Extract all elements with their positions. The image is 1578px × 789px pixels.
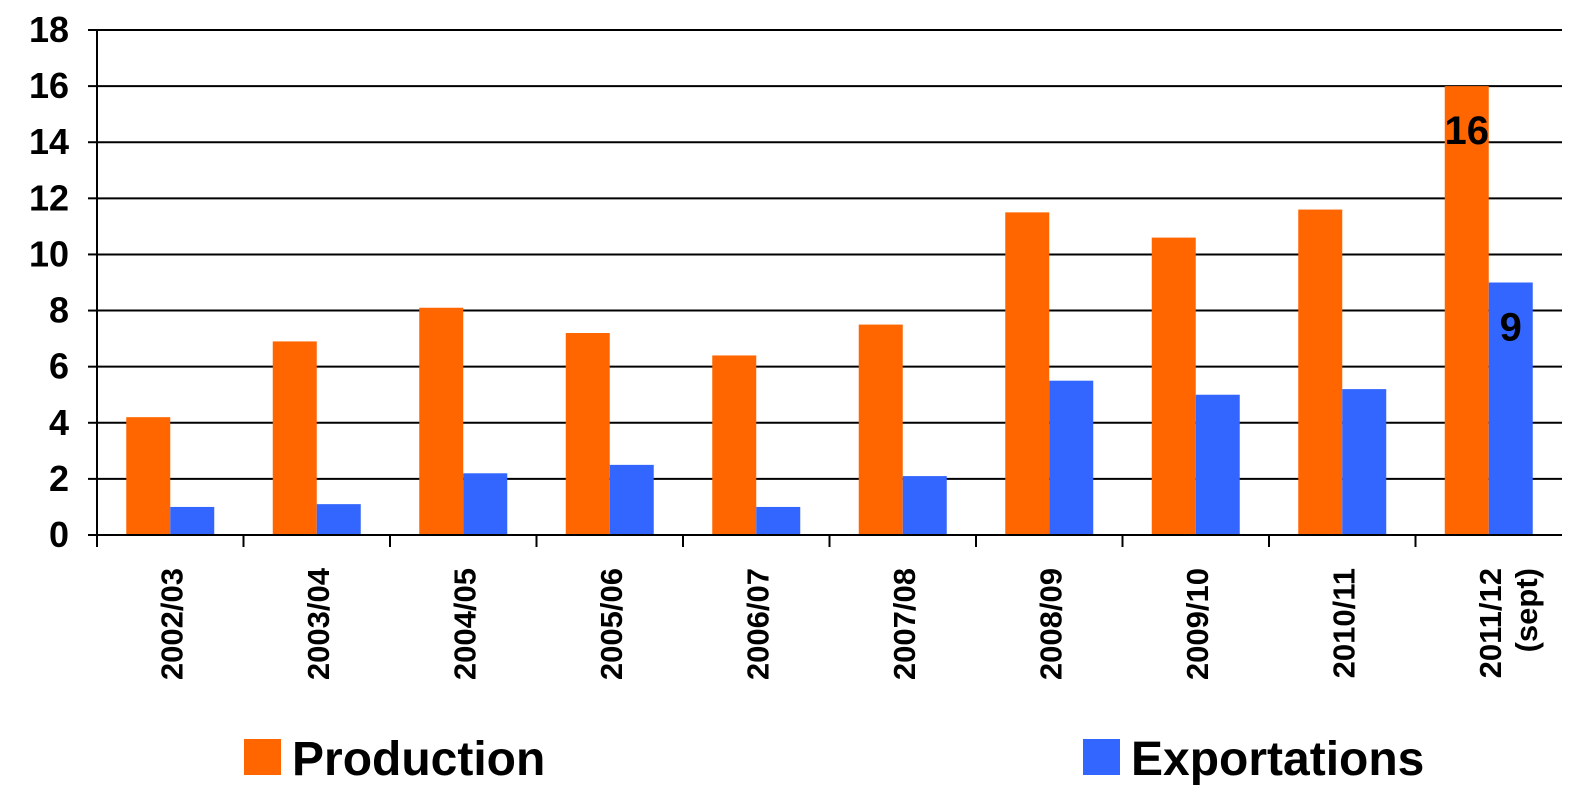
legend-swatch-exportations <box>1083 739 1120 775</box>
bar-exportations <box>1488 282 1533 535</box>
x-category-label: (sept) <box>1509 568 1544 652</box>
bar-production <box>272 341 317 535</box>
y-tick-label: 14 <box>29 121 69 162</box>
legend-label-exportations: Exportations <box>1131 733 1424 786</box>
bar-production <box>1298 209 1343 536</box>
bar-exportations <box>756 506 801 535</box>
x-category-label: 2007/08 <box>887 568 922 680</box>
y-tick-label: 12 <box>29 177 69 218</box>
y-axis-ticks: 0 2 4 6 8 10 12 14 16 18 <box>29 9 69 555</box>
bar-exportations <box>902 476 947 535</box>
x-category-label: 2009/10 <box>1180 568 1215 680</box>
legend: Production Exportations <box>244 733 1424 786</box>
bar-production <box>565 333 610 535</box>
x-category-label: 2005/06 <box>594 568 629 680</box>
bar-exportations <box>1049 380 1094 535</box>
bar-production <box>858 324 903 535</box>
bar-production <box>1151 237 1196 535</box>
x-category-label: 2008/09 <box>1033 568 1068 680</box>
y-tick-label: 2 <box>49 458 69 499</box>
gridlines <box>97 29 1562 480</box>
x-category-label: 2002/03 <box>154 568 189 680</box>
y-tick-label: 4 <box>49 402 69 443</box>
y-tick-label: 6 <box>49 346 69 387</box>
y-tick-label: 0 <box>49 514 69 555</box>
bar-production <box>712 355 757 535</box>
legend-swatch-production <box>244 739 281 775</box>
x-category-label: 2010/11 <box>1326 568 1361 678</box>
data-labels: 16 9 <box>1445 109 1522 349</box>
x-category-label: 2011/12 <box>1473 568 1508 678</box>
y-tick-label: 10 <box>29 233 69 274</box>
bar-exportations <box>1342 389 1387 535</box>
x-axis-labels: 2002/03 2003/04 2004/05 2005/06 2006/07 2007/… <box>154 567 1544 680</box>
x-category-label: 2003/04 <box>301 567 336 680</box>
bar-exportations <box>316 504 361 535</box>
y-tick-label: 18 <box>29 9 69 50</box>
bar-exportations <box>1195 394 1240 535</box>
bar-production <box>1444 86 1489 535</box>
bar-exportations <box>463 473 508 535</box>
x-category-label: 2006/07 <box>740 568 775 680</box>
y-tick-label: 16 <box>29 65 69 106</box>
bar-production <box>419 307 464 535</box>
data-label: 9 <box>1500 306 1522 350</box>
data-label: 16 <box>1445 109 1490 153</box>
bars <box>126 86 1533 536</box>
axes <box>88 29 1562 547</box>
bar-production <box>126 417 171 535</box>
y-tick-label: 8 <box>49 290 69 331</box>
x-category-label: 2004/05 <box>447 568 482 680</box>
bar-exportations <box>609 464 654 535</box>
legend-label-production: Production <box>292 733 545 786</box>
bar-exportations <box>170 506 215 535</box>
bar-production <box>1005 212 1050 535</box>
